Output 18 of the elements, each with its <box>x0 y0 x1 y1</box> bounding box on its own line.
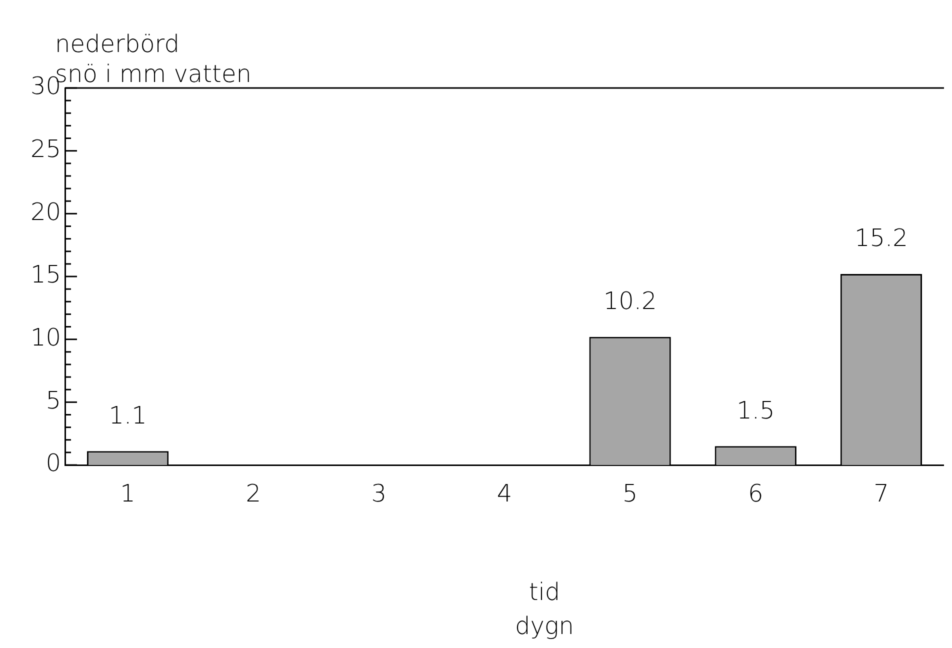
x-tick-label: 3 <box>371 480 387 508</box>
x-tick-label: 7 <box>874 480 889 508</box>
y-tick-label: 0 <box>46 449 61 478</box>
data-label: 10.2 <box>603 287 657 316</box>
x-tick-label: 5 <box>622 480 638 508</box>
data-label: 15.2 <box>854 224 908 252</box>
x-tick-label: 6 <box>748 480 764 508</box>
x-tick-label: 1 <box>120 480 136 508</box>
data-label: 1.5 <box>736 396 775 424</box>
x-tick-label: 2 <box>246 480 261 508</box>
y-tick-label: 25 <box>30 135 61 164</box>
x-axis-title: tid dygn <box>514 578 574 640</box>
x-tick-label: 4 <box>496 480 512 508</box>
y-tick-label: 15 <box>30 260 61 289</box>
y-tick-label: 5 <box>46 386 61 414</box>
data-label: 1.1 <box>108 401 147 430</box>
y-tick-label: 10 <box>30 324 61 352</box>
y-tick-label: 20 <box>30 198 61 226</box>
